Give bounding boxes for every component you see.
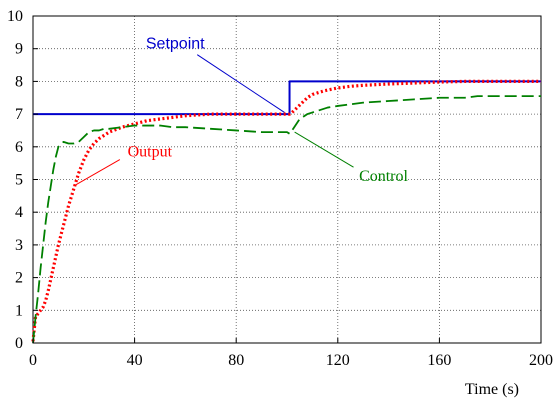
y-tick-label: 7	[15, 106, 23, 123]
x-tick-label: 40	[127, 352, 143, 369]
y-tick-label: 9	[15, 41, 23, 58]
series-control-line	[32, 95, 541, 344]
annotation-control-leader	[294, 131, 354, 168]
x-tick-label: 160	[427, 352, 451, 369]
y-tick-label: 4	[15, 204, 23, 221]
y-tick-label: 10	[7, 8, 23, 25]
plot-frame	[32, 15, 542, 344]
axis-ticks: 0 1 2 3 4 5 6 7 8 9 10 0 40 80 120 160 200	[7, 8, 553, 369]
annotation-setpoint-label: Setpoint	[146, 36, 205, 53]
annotations: Setpoint Output Control	[73, 36, 409, 187]
y-tick-label: 3	[15, 237, 23, 254]
series-output-line	[31, 79, 541, 342]
annotation-output-leader	[73, 159, 121, 187]
y-tick-label: 0	[15, 335, 23, 352]
x-tick-label: 80	[228, 352, 244, 369]
x-tick-label: 0	[29, 352, 37, 369]
y-tick-label: 5	[15, 172, 23, 189]
y-tick-label: 2	[15, 270, 23, 287]
x-tick-label: 120	[326, 352, 350, 369]
y-tick-label: 8	[15, 73, 23, 90]
y-tick-label: 6	[15, 139, 23, 156]
annotation-setpoint-leader	[196, 54, 285, 113]
x-axis-title: Time (s)	[465, 381, 519, 398]
series-layer	[31, 79, 541, 344]
annotation-control-label: Control	[359, 168, 408, 185]
x-tick-label: 200	[529, 352, 553, 369]
y-tick-label: 1	[15, 302, 23, 319]
annotation-output-label: Output	[128, 144, 173, 161]
grid	[33, 16, 541, 343]
